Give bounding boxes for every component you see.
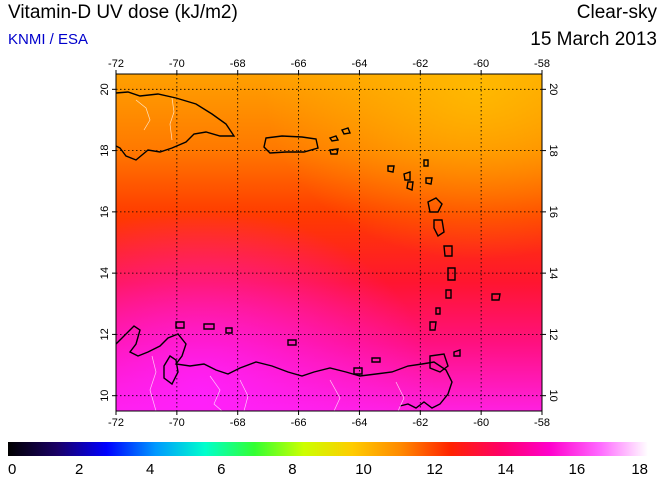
lon-tick-label-top: -58 <box>534 58 550 70</box>
colorbar-tick-label: 12 <box>426 461 443 478</box>
longitude-ticks-top: -72 -70 -68 -66 -64 -62 -60 -58 <box>108 58 550 74</box>
map-title: Vitamin-D UV dose (kJ/m2) <box>8 2 238 23</box>
longitude-ticks-bottom: -72 -70 -68 -66 -64 -62 -60 -58 <box>108 411 550 429</box>
coastlines <box>116 91 501 409</box>
colorbar-tick-label: 16 <box>569 461 586 478</box>
lat-tick-label-right: 10 <box>547 390 559 402</box>
colorbar-tick-label: 10 <box>355 461 372 478</box>
lon-tick-label-bottom: -70 <box>169 417 185 429</box>
lon-tick-label-bottom: -66 <box>291 417 307 429</box>
colorbar-tick-label: 2 <box>75 461 83 478</box>
colorbar-ticks: 0 2 4 6 8 10 12 14 16 18 <box>8 461 648 478</box>
lat-tick-label-left: 18 <box>99 144 111 156</box>
colorbar-tick-label: 6 <box>217 461 225 478</box>
lon-tick-label-top: -60 <box>473 58 489 70</box>
lat-tick-label-right: 20 <box>547 83 559 95</box>
lon-tick-label-top: -62 <box>412 58 428 70</box>
lat-tick-label-right: 18 <box>547 144 559 156</box>
lon-tick-label-bottom: -62 <box>412 417 428 429</box>
lon-tick-label-top: -66 <box>291 58 307 70</box>
sky-condition-label: Clear-sky <box>576 2 657 23</box>
graticule <box>116 74 542 411</box>
lat-tick-label-left: 16 <box>99 206 111 218</box>
lat-tick-label-left: 14 <box>99 267 111 279</box>
lat-tick-label-left: 10 <box>99 390 111 402</box>
lon-tick-label-top: -72 <box>108 58 124 70</box>
lat-tick-label-right: 12 <box>547 328 559 340</box>
colorbar-tick-label: 8 <box>288 461 296 478</box>
lon-tick-label-bottom: -58 <box>534 417 550 429</box>
lon-tick-label-bottom: -68 <box>230 417 246 429</box>
lat-tick-label-right: 14 <box>547 267 559 279</box>
map-frame <box>115 73 543 412</box>
colorbar-tick-label: 14 <box>497 461 514 478</box>
lat-tick-label-left: 20 <box>99 83 111 95</box>
lon-tick-label-top: -70 <box>169 58 185 70</box>
lon-tick-label-top: -64 <box>351 58 367 70</box>
date-label: 15 March 2013 <box>530 29 657 50</box>
lon-tick-label-top: -68 <box>230 58 246 70</box>
latitude-ticks-left: 10 12 14 16 18 20 <box>99 83 116 402</box>
data-source-label: KNMI / ESA <box>8 31 89 48</box>
borders <box>135 97 405 411</box>
lon-tick-label-bottom: -72 <box>108 417 124 429</box>
lon-tick-label-bottom: -60 <box>473 417 489 429</box>
latitude-ticks-right: 10 12 14 16 18 20 <box>542 83 559 402</box>
lat-tick-label-left: 12 <box>99 328 111 340</box>
colorbar-tick-label: 0 <box>8 461 16 478</box>
lon-tick-label-bottom: -64 <box>351 417 367 429</box>
colorbar <box>8 442 648 456</box>
colorbar-tick-label: 4 <box>146 461 154 478</box>
colorbar-tick-label: 18 <box>631 461 648 478</box>
lat-tick-label-right: 16 <box>547 206 559 218</box>
